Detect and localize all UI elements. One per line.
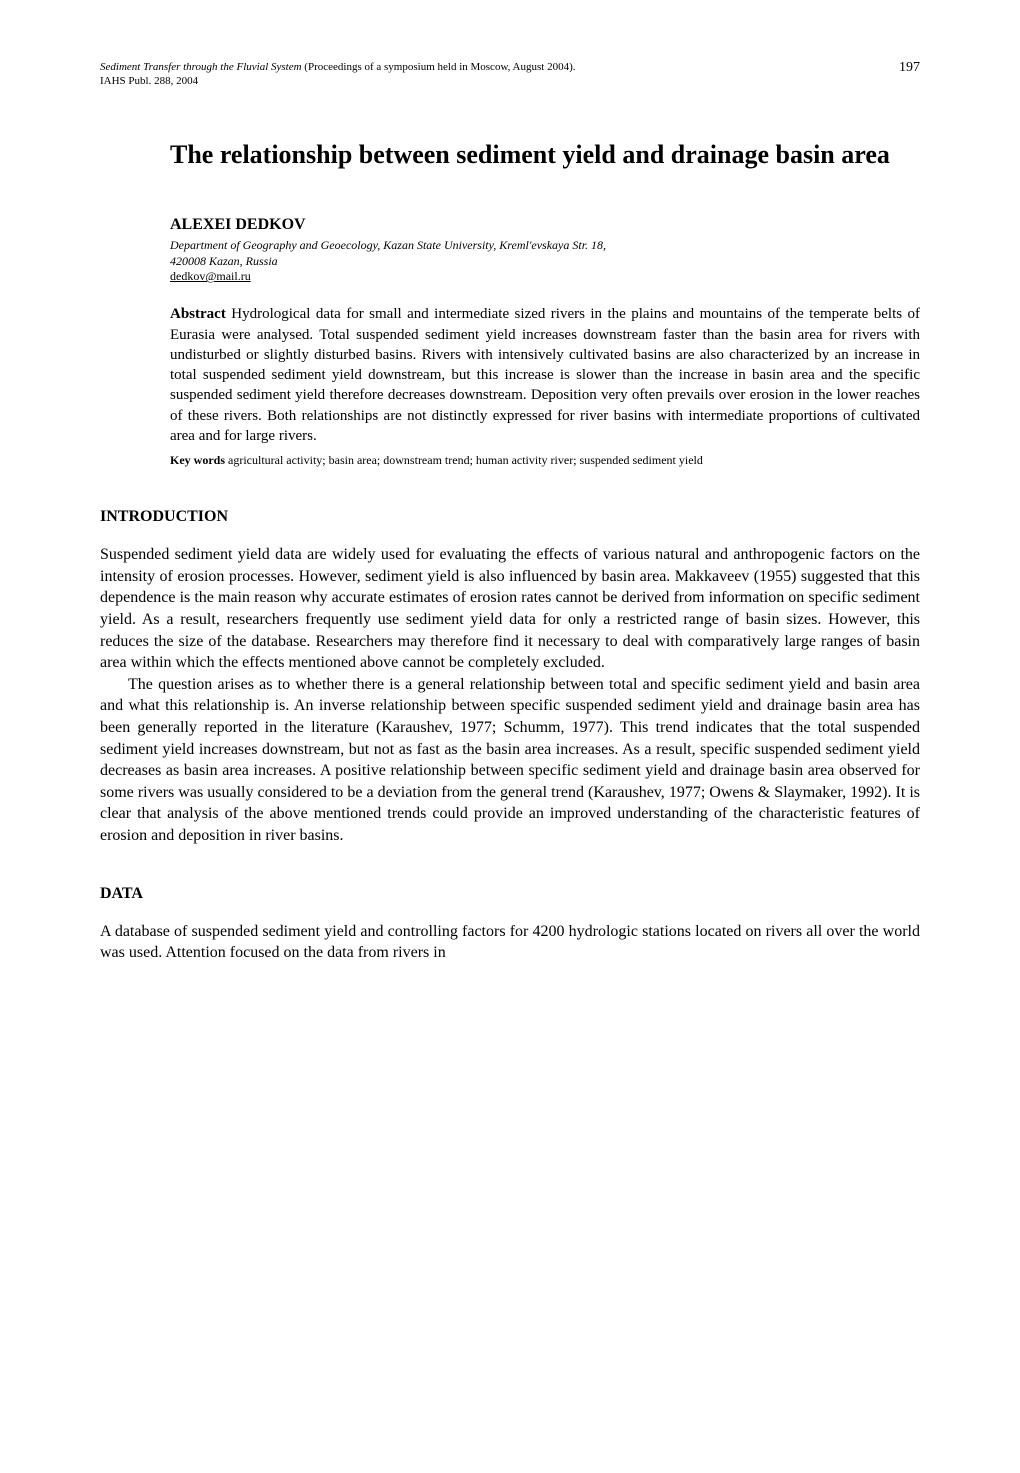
author-affiliation-line1: Department of Geography and Geoecology, … (170, 238, 920, 254)
keywords-label: Key words (170, 453, 225, 467)
page-number: 197 (899, 60, 920, 76)
keywords-text: agricultural activity; basin area; downs… (225, 453, 703, 467)
introduction-para1: Suspended sediment yield data are widely… (100, 544, 920, 674)
author-email: dedkov@mail.ru (170, 269, 920, 284)
abstract-block: Abstract Hydrological data for small and… (170, 304, 920, 446)
proceedings-publ: IAHS Publ. 288, 2004 (100, 75, 198, 87)
author-name: ALEXEI DEDKOV (170, 216, 920, 234)
data-para1: A database of suspended sediment yield a… (100, 921, 920, 964)
proceedings-citation: Sediment Transfer through the Fluvial Sy… (100, 60, 576, 89)
author-affiliation-line2: 420008 Kazan, Russia (170, 254, 920, 270)
keywords-block: Key words agricultural activity; basin a… (170, 452, 920, 468)
proceedings-title-rest: (Proceedings of a symposium held in Mosc… (302, 61, 576, 73)
proceedings-title-italic: Sediment Transfer through the Fluvial Sy… (100, 61, 302, 73)
abstract-label: Abstract (170, 306, 226, 322)
section-heading-introduction: INTRODUCTION (100, 508, 920, 526)
article-title: The relationship between sediment yield … (170, 139, 920, 172)
introduction-para2: The question arises as to whether there … (100, 674, 920, 847)
author-block: ALEXEI DEDKOV Department of Geography an… (170, 216, 920, 284)
page-header: Sediment Transfer through the Fluvial Sy… (100, 60, 920, 89)
section-heading-data: DATA (100, 885, 920, 903)
abstract-text: Hydrological data for small and intermed… (170, 306, 920, 444)
